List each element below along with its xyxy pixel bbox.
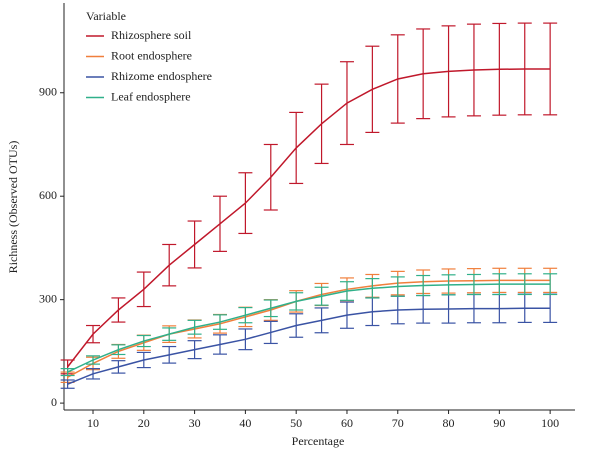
legend-title: Variable (86, 9, 126, 23)
x-axis-label: Percentage (292, 434, 345, 448)
legend-label: Leaf endosphere (111, 89, 191, 103)
y-tick-label: 0 (51, 395, 57, 409)
x-tick-label: 10 (87, 416, 99, 430)
x-tick-label: 80 (443, 416, 455, 430)
x-tick-label: 60 (341, 416, 353, 430)
y-tick-label: 300 (39, 291, 57, 305)
y-axis-label: Richness (Observed OTUs) (6, 141, 20, 274)
x-tick-label: 90 (493, 416, 505, 430)
x-tick-label: 100 (541, 416, 559, 430)
series-line (67, 283, 551, 373)
legend-label: Root endosphere (111, 48, 192, 62)
legend-label: Rhizosphere soil (111, 28, 192, 42)
series-line (67, 279, 551, 378)
x-tick-label: 20 (138, 416, 150, 430)
series-line (67, 68, 551, 368)
series-line (67, 307, 551, 385)
x-tick-label: 40 (239, 416, 251, 430)
x-tick-label: 70 (392, 416, 404, 430)
y-tick-label: 600 (39, 188, 57, 202)
x-tick-label: 30 (189, 416, 201, 430)
legend-label: Rhizome endosphere (111, 69, 212, 83)
x-tick-label: 50 (290, 416, 302, 430)
y-tick-label: 900 (39, 85, 57, 99)
